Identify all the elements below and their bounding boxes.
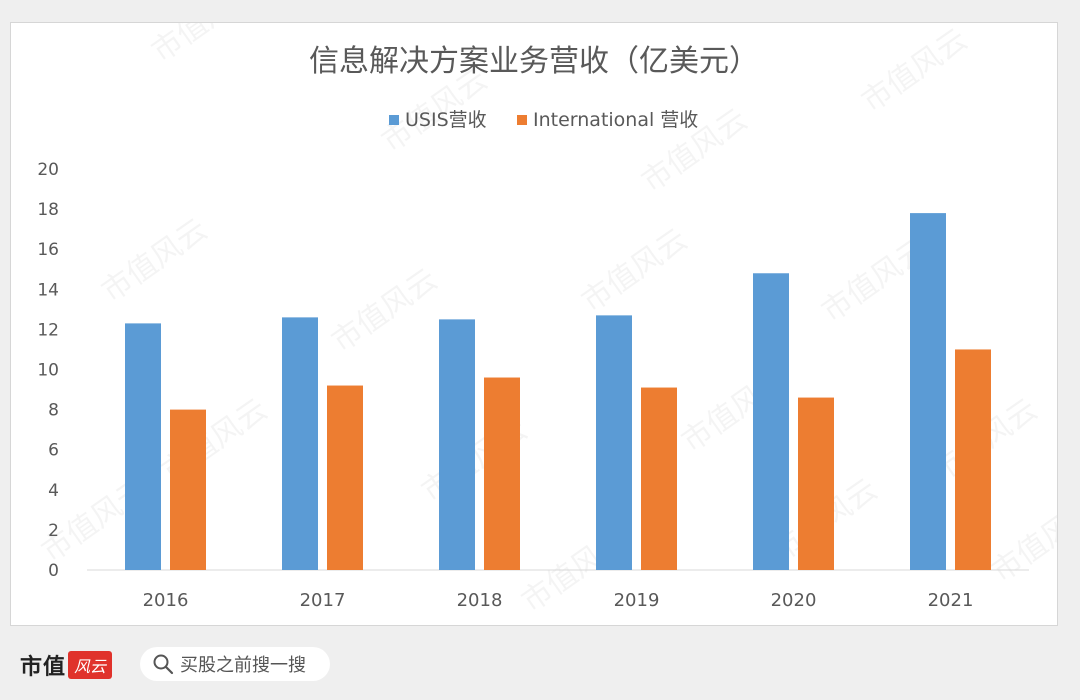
watermark-text: 市值风云 <box>326 262 444 359</box>
y-tick-label: 0 <box>48 561 59 581</box>
y-tick-label: 12 <box>37 320 59 340</box>
bar <box>596 315 632 570</box>
bar <box>955 349 991 570</box>
legend-label: International 营收 <box>533 109 698 131</box>
watermark-text: 市值风云 <box>146 23 264 70</box>
bar <box>282 317 318 570</box>
watermark-text: 市值风云 <box>576 222 694 319</box>
y-tick-label: 16 <box>37 240 59 260</box>
x-tick-label: 2018 <box>457 590 503 611</box>
y-tick-label: 10 <box>37 361 59 381</box>
bar <box>753 273 789 570</box>
bar <box>170 409 206 570</box>
x-tick-label: 2020 <box>771 590 817 611</box>
x-tick-label: 2021 <box>928 590 974 611</box>
bar <box>910 213 946 571</box>
search-text: 买股之前搜一搜 <box>180 655 306 676</box>
y-tick-label: 18 <box>37 200 59 220</box>
legend-swatch <box>517 115 527 125</box>
legend: USIS营收 International 营收 <box>389 109 698 131</box>
y-tick-label: 2 <box>48 521 59 541</box>
brand-name: 市值 <box>20 654 67 680</box>
search-icon <box>153 654 174 675</box>
bar <box>327 385 363 570</box>
bars <box>125 213 991 571</box>
bar <box>125 323 161 570</box>
chart-card: 市值风云 市值风云 市值风云 市值风云 市值风云 市值风云 市值风云 市值风云 市值风云 市值风云… <box>10 22 1058 626</box>
y-tick-label: 8 <box>48 401 59 421</box>
y-axis: 0 2 4 6 8 10 12 14 16 18 20 <box>37 160 59 581</box>
legend-label: USIS营收 <box>405 109 487 131</box>
y-tick-label: 6 <box>48 441 59 461</box>
x-axis: 2016 2017 2018 2019 2020 2021 <box>87 569 1029 611</box>
y-tick-label: 4 <box>48 481 59 501</box>
footer: 市值 风云 买股之前搜一搜 <box>0 630 1080 700</box>
search-bar[interactable]: 买股之前搜一搜 <box>140 647 330 681</box>
x-tick-label: 2019 <box>614 590 660 611</box>
watermark-text: 市值风云 <box>96 212 214 309</box>
bar <box>798 397 834 570</box>
bar <box>439 319 475 570</box>
y-tick-label: 20 <box>37 160 59 180</box>
x-tick-label: 2016 <box>143 590 189 611</box>
watermark-text: 市值风云 <box>986 492 1057 589</box>
legend-swatch <box>389 115 399 125</box>
brand-seal: 风云 <box>68 651 113 679</box>
x-tick-label: 2017 <box>300 590 346 611</box>
brand-logo: 市值 风云 <box>20 650 113 680</box>
bar <box>641 387 677 570</box>
bar <box>484 377 520 570</box>
y-tick-label: 14 <box>37 280 59 300</box>
chart-title: 信息解决方案业务营收（亿美元） <box>309 44 759 79</box>
watermark-text: 市值风云 <box>856 23 974 120</box>
